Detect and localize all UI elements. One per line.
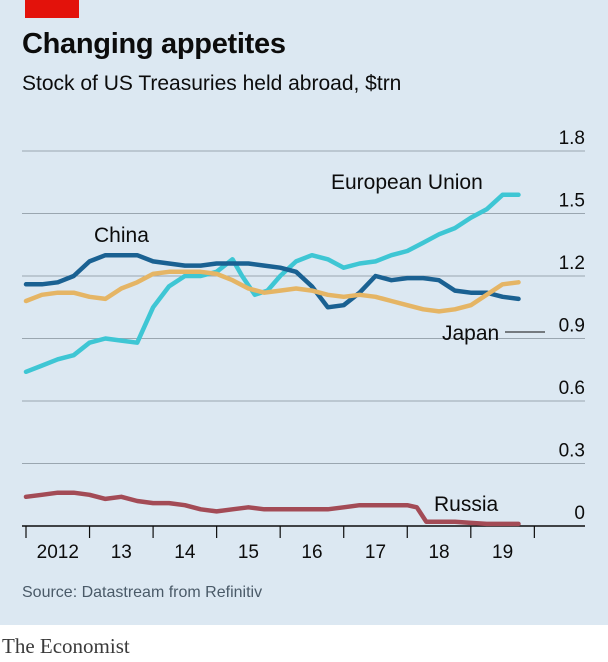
x-tick-label: 14	[174, 542, 196, 563]
source-note: Source: Datastream from Refinitiv	[22, 584, 263, 601]
chart-subtitle: Stock of US Treasuries held abroad, $trn	[22, 72, 402, 95]
chart-title: Changing appetites	[22, 28, 286, 60]
line-chart: 1.8 1.5 1.2 0.9 0.6 0.3 0 2012 13 14 15 16 17 18 19 Eur…	[22, 128, 585, 563]
chart-panel	[0, 0, 608, 625]
series-label-russia: Russia	[434, 493, 499, 516]
x-tick-label: 18	[428, 542, 449, 563]
y-tick-label: 0	[574, 503, 585, 524]
series-label-japan: Japan	[442, 322, 499, 345]
x-tick-label: 17	[365, 542, 386, 563]
y-tick-label: 0.9	[559, 316, 585, 337]
series-line-japan	[23, 269, 521, 314]
y-tick-label: 0.6	[559, 378, 585, 399]
series-line-russia	[23, 490, 521, 527]
publisher-wordmark: The Economist	[2, 634, 130, 658]
x-tick-label: 19	[492, 542, 513, 563]
x-tick-label: 15	[238, 542, 259, 563]
y-tick-label: 1.8	[559, 128, 585, 149]
series-label-european-union: European Union	[331, 171, 483, 194]
x-tick-label: 2012	[37, 542, 79, 563]
series-line-china	[23, 252, 521, 310]
series-label-china: China	[94, 224, 149, 247]
y-tick-label: 1.2	[559, 253, 585, 274]
y-tick-label: 0.3	[559, 441, 585, 462]
x-tick-label: 16	[301, 542, 322, 563]
x-tick-label: 13	[111, 542, 132, 563]
brand-red-tag	[25, 0, 79, 18]
y-tick-label: 1.5	[559, 191, 585, 212]
